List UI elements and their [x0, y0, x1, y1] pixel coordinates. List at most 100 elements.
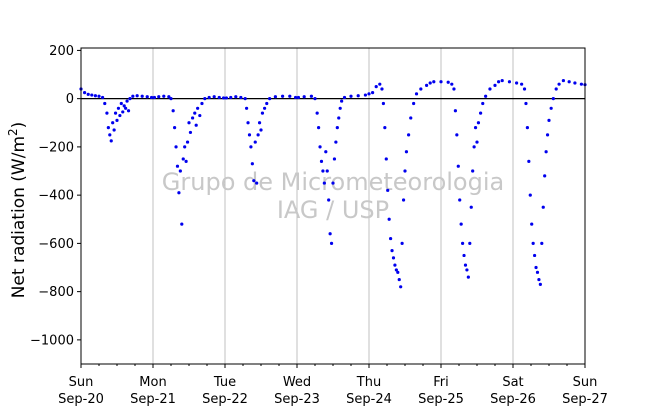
- data-point-36: [173, 126, 177, 130]
- y-tick-label-3: −400: [38, 189, 74, 204]
- data-point-145: [456, 164, 460, 168]
- data-point-142: [452, 87, 456, 91]
- data-point-151: [465, 268, 469, 272]
- data-point-170: [522, 87, 527, 91]
- data-point-106: [349, 94, 353, 98]
- data-point-163: [488, 87, 492, 91]
- data-point-165: [497, 80, 501, 84]
- y-tick-label-2: −200: [38, 140, 74, 155]
- data-point-86: [313, 97, 317, 101]
- data-point-49: [193, 111, 197, 115]
- data-point-147: [459, 222, 463, 226]
- data-point-132: [409, 116, 413, 120]
- data-point-133: [412, 101, 416, 106]
- data-point-40: [178, 169, 182, 173]
- data-point-13: [112, 128, 116, 132]
- data-point-167: [507, 80, 511, 84]
- data-point-14: [113, 111, 118, 115]
- x-tick-date-1: Sep-21: [130, 392, 176, 407]
- data-point-153: [468, 241, 472, 245]
- data-point-137: [428, 81, 432, 85]
- data-point-128: [401, 198, 406, 202]
- data-point-85: [309, 94, 313, 98]
- data-point-98: [331, 181, 335, 185]
- data-point-120: [390, 249, 394, 253]
- x-tick-weekday-6: Sat: [502, 375, 523, 390]
- data-point-100: [334, 140, 338, 144]
- data-point-80: [281, 94, 285, 98]
- data-point-185: [544, 150, 548, 154]
- data-point-68: [250, 162, 254, 166]
- data-point-69: [252, 179, 256, 183]
- data-point-12: [111, 121, 115, 125]
- data-point-72: [256, 133, 260, 137]
- data-point-135: [419, 87, 423, 91]
- data-point-148: [461, 241, 465, 245]
- data-point-124: [396, 270, 400, 274]
- data-point-136: [425, 83, 429, 87]
- data-point-90: [319, 159, 324, 163]
- data-point-48: [191, 116, 195, 120]
- data-point-70: [253, 140, 257, 144]
- data-point-23: [126, 109, 131, 113]
- data-point-116: [384, 157, 388, 161]
- data-point-33: [167, 95, 171, 99]
- data-point-54: [203, 97, 207, 101]
- data-point-111: [374, 84, 378, 89]
- data-point-52: [198, 113, 202, 118]
- watermark-line-2: IAG / USP: [277, 196, 389, 224]
- data-point-50: [194, 123, 198, 127]
- data-point-9: [106, 126, 110, 130]
- data-point-45: [185, 140, 190, 144]
- data-point-118: [387, 217, 391, 221]
- data-point-16: [116, 106, 121, 110]
- y-axis-ticks: 200 0 −200 −400 −600 −800 −1000: [30, 44, 81, 348]
- data-point-156: [472, 145, 476, 149]
- data-point-119: [389, 236, 393, 241]
- data-point-160: [479, 111, 483, 115]
- data-point-83: [296, 95, 301, 100]
- x-tick-weekday-2: Tue: [213, 375, 236, 390]
- data-point-143: [453, 109, 457, 113]
- data-point-60: [229, 95, 233, 100]
- data-point-130: [404, 150, 409, 154]
- y-tick-label-0: 200: [49, 44, 74, 59]
- data-point-95: [327, 198, 331, 202]
- data-point-168: [515, 81, 519, 85]
- data-point-94: [325, 169, 329, 173]
- x-tick-date-4: Sep-24: [346, 392, 392, 407]
- data-point-123: [394, 268, 398, 272]
- data-point-74: [259, 128, 263, 132]
- data-point-21: [124, 106, 128, 110]
- data-point-162: [484, 94, 488, 98]
- data-point-76: [263, 106, 267, 110]
- data-point-166: [500, 78, 504, 83]
- data-point-11: [109, 139, 113, 143]
- data-point-75: [260, 111, 265, 115]
- data-point-1: [83, 91, 87, 95]
- data-point-25: [131, 94, 135, 98]
- data-point-117: [386, 188, 390, 192]
- x-tick-date-0: Sep-20: [58, 392, 104, 407]
- data-point-63: [243, 97, 247, 101]
- data-point-178: [534, 265, 538, 270]
- data-point-155: [471, 169, 475, 173]
- data-point-164: [493, 83, 497, 87]
- data-point-44: [184, 159, 188, 163]
- y-tick-label-5: −800: [38, 285, 74, 300]
- data-point-39: [177, 191, 181, 195]
- data-point-78: [268, 97, 272, 101]
- data-point-99: [332, 157, 337, 161]
- data-point-41: [180, 222, 184, 226]
- data-point-56: [212, 95, 216, 99]
- data-point-134: [414, 92, 419, 96]
- data-point-77: [265, 101, 269, 106]
- watermark: Grupo de Micrometeorologia IAG / USP: [162, 168, 504, 224]
- data-point-183: [541, 205, 545, 209]
- data-point-174: [528, 193, 532, 197]
- data-point-59: [224, 96, 229, 100]
- data-point-107: [356, 94, 360, 98]
- data-point-103: [338, 106, 342, 110]
- data-point-131: [407, 133, 411, 137]
- data-point-109: [367, 92, 371, 96]
